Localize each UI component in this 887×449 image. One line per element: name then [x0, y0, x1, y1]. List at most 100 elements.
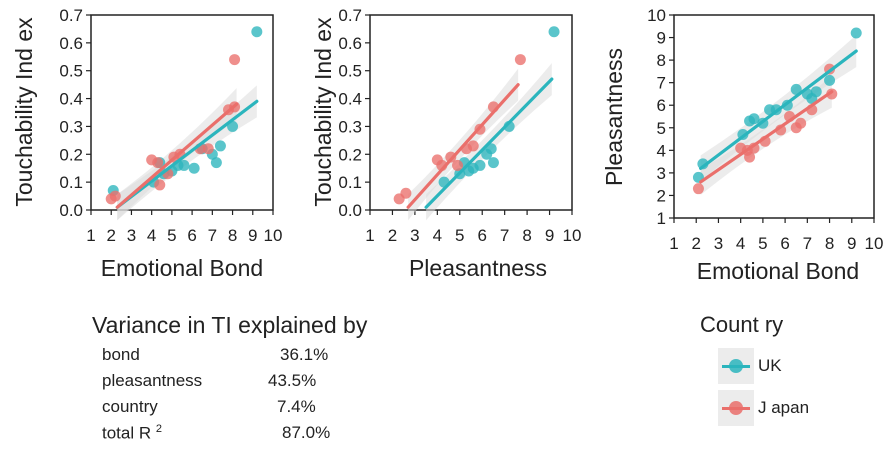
variance-label: pleasantness — [102, 371, 203, 390]
x-axis-label: Emotional Bond — [697, 258, 859, 284]
x-tick-label: 4 — [736, 234, 745, 253]
chart-1: 0.0 0.1 0.2 0.3 0.4 0.5 0.6 0.7 1 2 3 4 5 6 7 8 9 10Emoti… — [11, 6, 282, 281]
y-tick-label: 2 — [657, 186, 666, 205]
y-tick-label: 0.0 — [338, 201, 362, 220]
data-point-japan — [826, 88, 838, 100]
y-tick-label: 0.4 — [59, 90, 83, 109]
data-point-japan — [514, 54, 526, 66]
data-point-japan — [229, 54, 241, 66]
x-tick-label: 8 — [825, 234, 834, 253]
x-tick-label: 9 — [545, 226, 554, 245]
y-tick-label: 0.0 — [59, 201, 83, 220]
y-tick-label: 0.6 — [59, 34, 83, 53]
data-point-japan — [154, 179, 166, 191]
data-point-japan — [400, 187, 412, 199]
data-point-uk — [850, 27, 862, 39]
x-axis-label: Pleasantness — [409, 255, 547, 281]
x-tick-label: 6 — [477, 226, 486, 245]
fit-line-japan — [406, 83, 520, 209]
legend-dot-japan — [729, 401, 743, 415]
x-tick-label: 9 — [847, 234, 856, 253]
fit-line-japan — [699, 90, 834, 184]
legend: Count ry UK J apan — [700, 312, 870, 432]
data-point-uk — [178, 159, 190, 171]
fit-line-uk — [699, 49, 858, 170]
y-tick-label: 0.1 — [59, 173, 83, 192]
y-tick-label: 7 — [657, 74, 666, 93]
y-tick-label: 0.3 — [338, 117, 362, 136]
data-point-japan — [744, 151, 756, 163]
y-tick-label: 9 — [657, 29, 666, 48]
data-point-uk — [548, 26, 560, 38]
variance-row-pleasantness: pleasantness 43.5% — [92, 371, 432, 397]
y-tick-label: 0.1 — [338, 173, 362, 192]
y-axis-label: Touchability Ind ex — [11, 17, 37, 207]
y-tick-label: 0.6 — [338, 34, 362, 53]
variance-row-country: country 7.4% — [92, 397, 432, 423]
x-tick-label: 10 — [264, 226, 283, 245]
x-tick-label: 3 — [714, 234, 723, 253]
variance-title: Variance in TI explained by — [92, 312, 368, 338]
x-tick-label: 7 — [500, 226, 509, 245]
legend-dot-uk — [729, 359, 743, 373]
variance-label-superscript: 2 — [155, 423, 162, 435]
data-point-japan — [452, 159, 464, 171]
x-tick-label: 3 — [127, 226, 136, 245]
data-point-japan — [109, 190, 121, 202]
x-tick-label: 8 — [522, 226, 531, 245]
x-tick-label: 9 — [248, 226, 257, 245]
x-tick-label: 4 — [433, 226, 442, 245]
x-tick-label: 2 — [691, 234, 700, 253]
variance-table: Variance in TI explained by bond 36.1% p… — [92, 312, 432, 449]
fit-line-uk — [424, 77, 554, 209]
y-tick-label: 0.2 — [338, 145, 362, 164]
variance-label: bond — [102, 345, 140, 364]
y-tick-label: 0.5 — [338, 62, 362, 81]
x-tick-label: 3 — [410, 226, 419, 245]
y-tick-label: 0.2 — [59, 145, 83, 164]
data-point-uk — [188, 162, 200, 174]
x-axis-label: Emotional Bond — [101, 255, 263, 281]
data-point-uk — [210, 157, 222, 169]
y-tick-label: 6 — [657, 96, 666, 115]
y-tick-label: 0.5 — [59, 62, 83, 81]
x-tick-label: 5 — [758, 234, 767, 253]
fit-line-uk — [115, 99, 259, 209]
data-point-japan — [152, 157, 164, 169]
x-tick-label: 1 — [86, 226, 95, 245]
y-tick-label: 0.4 — [338, 90, 362, 109]
legend-label-japan: J apan — [758, 398, 810, 417]
data-point-japan — [692, 183, 704, 195]
x-tick-label: 2 — [388, 226, 397, 245]
variance-value: 87.0% — [282, 423, 331, 442]
variance-value: 36.1% — [280, 345, 329, 364]
data-point-japan — [467, 140, 479, 152]
x-tick-label: 6 — [187, 226, 196, 245]
x-tick-label: 7 — [208, 226, 217, 245]
y-axis-label: Pleasantness — [601, 48, 627, 186]
data-point-uk — [824, 74, 836, 86]
plot-frame — [369, 14, 573, 211]
variance-label: country — [102, 397, 158, 416]
y-tick-label: 3 — [657, 164, 666, 183]
y-tick-label: 0.7 — [338, 6, 362, 25]
x-tick-label: 7 — [803, 234, 812, 253]
chart-2: 0.0 0.1 0.2 0.3 0.4 0.5 0.6 0.7 1 2 3 4 5 6 7 8 9 10 Pleas… — [310, 6, 581, 281]
legend-item-uk: UK — [700, 348, 870, 386]
variance-label-text: total R — [102, 423, 152, 443]
data-point-uk — [485, 143, 497, 155]
data-point-uk — [810, 86, 822, 98]
variance-row-bond: bond 36.1% — [92, 345, 432, 371]
charts-canvas: 0.00.10.20.30.40.50.60.71 2 3 4 5 6 7 8 9 10Emoti… — [11, 6, 883, 284]
y-tick-label: 0.3 — [59, 117, 83, 136]
data-point-uk — [487, 157, 499, 169]
fit-line-japan — [115, 102, 239, 209]
x-tick-label: 1 — [365, 226, 374, 245]
data-point-japan — [795, 117, 807, 129]
variance-label: total R 2 — [102, 423, 162, 444]
variance-row-total: total R 2 87.0% — [92, 423, 432, 449]
x-tick-label: 5 — [455, 226, 464, 245]
data-point-uk — [748, 113, 760, 125]
y-tick-label: 8 — [657, 51, 666, 70]
